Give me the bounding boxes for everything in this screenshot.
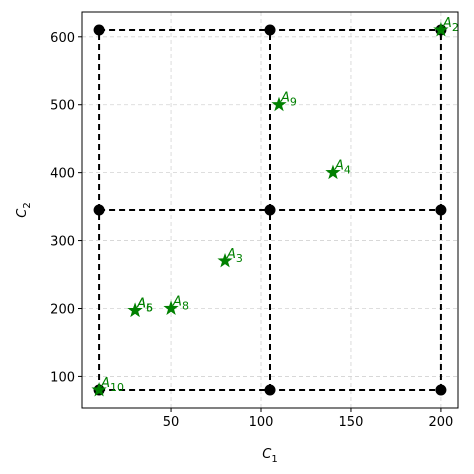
point-label: A2 (442, 16, 459, 34)
point-label: A10 (100, 376, 124, 394)
star-point (217, 252, 233, 268)
point-label-sub: 6 (146, 302, 153, 315)
point-label-sub: 5 (146, 302, 153, 315)
x-tick-label: 50 (163, 415, 180, 430)
point-label-main: A (334, 159, 344, 174)
star-point (127, 302, 143, 317)
point-label-main: A (226, 247, 236, 262)
point-label: A5 (136, 297, 153, 315)
star-point (163, 300, 179, 315)
point-label-main: A (280, 91, 290, 106)
point-label-sub: 9 (290, 96, 297, 109)
x-axis-label-main: C (262, 447, 272, 462)
grid-point (264, 204, 276, 216)
star-point (271, 96, 287, 112)
x-axis-label-sub: 1 (271, 454, 277, 465)
point-label-main: A (172, 294, 182, 309)
grid-point (435, 384, 447, 396)
point-label-main: A (136, 297, 146, 312)
point-label: A9 (280, 91, 297, 109)
point-label: A6 (136, 297, 153, 315)
y-tick-label: 300 (50, 235, 75, 250)
y-tick-label: 500 (50, 99, 75, 114)
star-point (325, 164, 341, 180)
y-tick-label: 600 (50, 31, 75, 46)
grid-point (264, 24, 276, 36)
point-label-sub: 3 (236, 252, 243, 265)
point-label-sub: 4 (344, 164, 351, 177)
grid-point (264, 384, 276, 396)
point-label: A3 (226, 247, 243, 265)
point-label-sub: 2 (452, 21, 459, 34)
x-tick-label: 150 (339, 415, 364, 430)
y-axis-label: C2 (15, 202, 33, 217)
y-tick-label: 100 (50, 370, 75, 385)
point-label-sub: 10 (110, 381, 124, 394)
point-label-main: A (100, 376, 110, 391)
point-label: A4 (334, 159, 351, 177)
star-point (91, 382, 107, 397)
grid-point (93, 24, 105, 36)
y-tick-label: 200 (50, 302, 75, 317)
y-axis-label-sub: 2 (22, 202, 33, 208)
grid-point (435, 204, 447, 216)
x-tick-label: 100 (249, 415, 274, 430)
star-point (433, 22, 449, 37)
point-label: A8 (172, 294, 189, 312)
y-axis-label-main: C (15, 208, 30, 218)
plot-frame (81, 11, 459, 409)
point-label-sub: 8 (182, 299, 189, 312)
point-label-main: A (442, 16, 452, 31)
point-label-main: A (136, 297, 146, 312)
y-tick-label: 400 (50, 167, 75, 182)
x-tick-label: 200 (428, 415, 453, 430)
x-axis-label: C1 (262, 447, 277, 465)
grid-point (93, 204, 105, 216)
